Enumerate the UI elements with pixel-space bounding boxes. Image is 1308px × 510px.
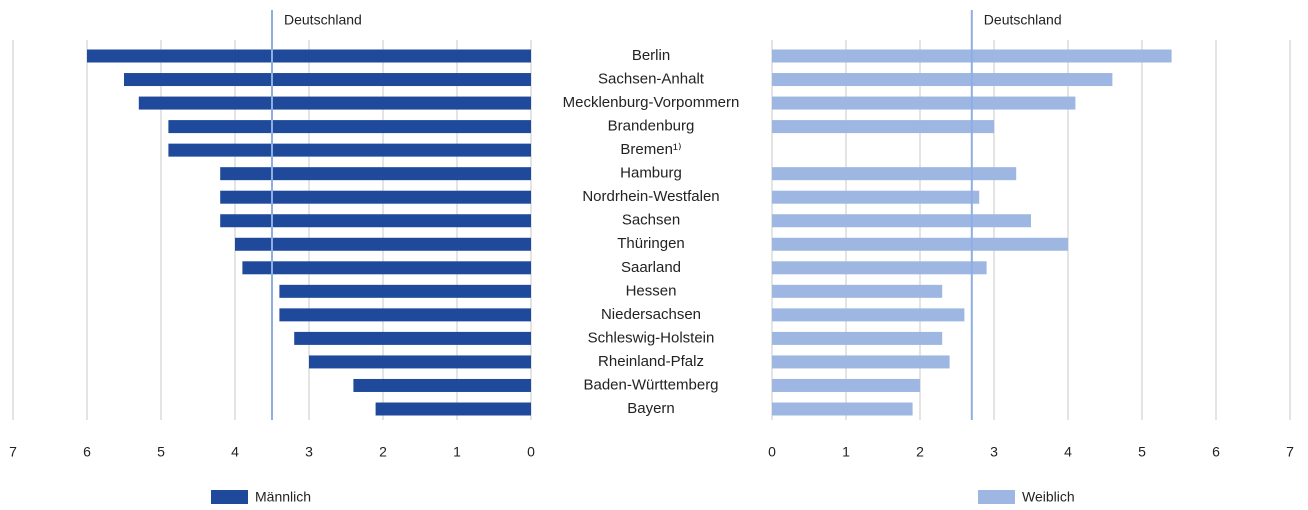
x-tick-label: 0 (527, 444, 535, 460)
bar (772, 402, 913, 416)
x-tick-label: 5 (157, 444, 165, 460)
category-label: Niedersachsen (601, 306, 701, 323)
bar (772, 96, 1076, 110)
legend-label: Weiblich (1022, 489, 1075, 505)
bar (772, 214, 1031, 228)
bar (294, 331, 531, 345)
legend-swatch (978, 490, 1015, 504)
bar (87, 49, 531, 63)
reference-label: Deutschland (984, 12, 1062, 28)
bar (772, 237, 1068, 251)
x-tick-label: 7 (1286, 444, 1294, 460)
bar (124, 73, 531, 87)
x-tick-label: 1 (842, 444, 850, 460)
x-tick-label: 1 (453, 444, 461, 460)
x-tick-label: 0 (768, 444, 776, 460)
x-tick-label: 2 (916, 444, 924, 460)
bar (168, 120, 531, 134)
bar (772, 167, 1017, 181)
bar (220, 167, 531, 181)
bar (279, 308, 531, 322)
category-label: Bayern (627, 400, 675, 417)
category-label: Bremen¹⁾ (620, 141, 681, 158)
bar (772, 355, 950, 369)
x-tick-label: 3 (990, 444, 998, 460)
bar (772, 284, 943, 298)
category-label: Schleswig-Holstein (588, 329, 715, 346)
bar (138, 96, 532, 110)
category-label: Brandenburg (608, 118, 695, 135)
x-tick-label: 2 (379, 444, 387, 460)
category-label: Hamburg (620, 165, 682, 182)
bar (279, 284, 531, 298)
bar (375, 402, 531, 416)
bar (168, 143, 531, 157)
bar (309, 355, 531, 369)
bar (772, 378, 920, 392)
legend-swatch (211, 490, 248, 504)
category-label: Sachsen (622, 212, 680, 229)
category-label: Mecklenburg-Vorpommern (563, 94, 740, 111)
bar (772, 120, 994, 134)
bar (353, 378, 531, 392)
bar (772, 308, 965, 322)
bar (220, 190, 531, 204)
category-label: Saarland (621, 259, 681, 276)
x-tick-label: 6 (83, 444, 91, 460)
category-label: Baden-Württemberg (583, 376, 718, 393)
category-label: Hessen (626, 282, 677, 299)
bar (772, 331, 943, 345)
x-tick-label: 4 (231, 444, 239, 460)
x-tick-label: 5 (1138, 444, 1146, 460)
category-label: Thüringen (617, 235, 685, 252)
category-label: Berlin (632, 47, 670, 64)
x-tick-label: 6 (1212, 444, 1220, 460)
category-label: Rheinland-Pfalz (598, 353, 704, 370)
x-tick-label: 3 (305, 444, 313, 460)
bar (772, 73, 1113, 87)
legend-label: Männlich (255, 489, 311, 505)
x-tick-label: 7 (9, 444, 17, 460)
reference-label: Deutschland (284, 12, 362, 28)
bar (772, 190, 980, 204)
category-label: Nordrhein-Westfalen (582, 188, 719, 205)
bar (242, 261, 531, 275)
bar (220, 214, 531, 228)
x-tick-label: 4 (1064, 444, 1072, 460)
bar (772, 261, 987, 275)
category-label: Sachsen-Anhalt (598, 71, 705, 88)
bar (235, 237, 531, 251)
